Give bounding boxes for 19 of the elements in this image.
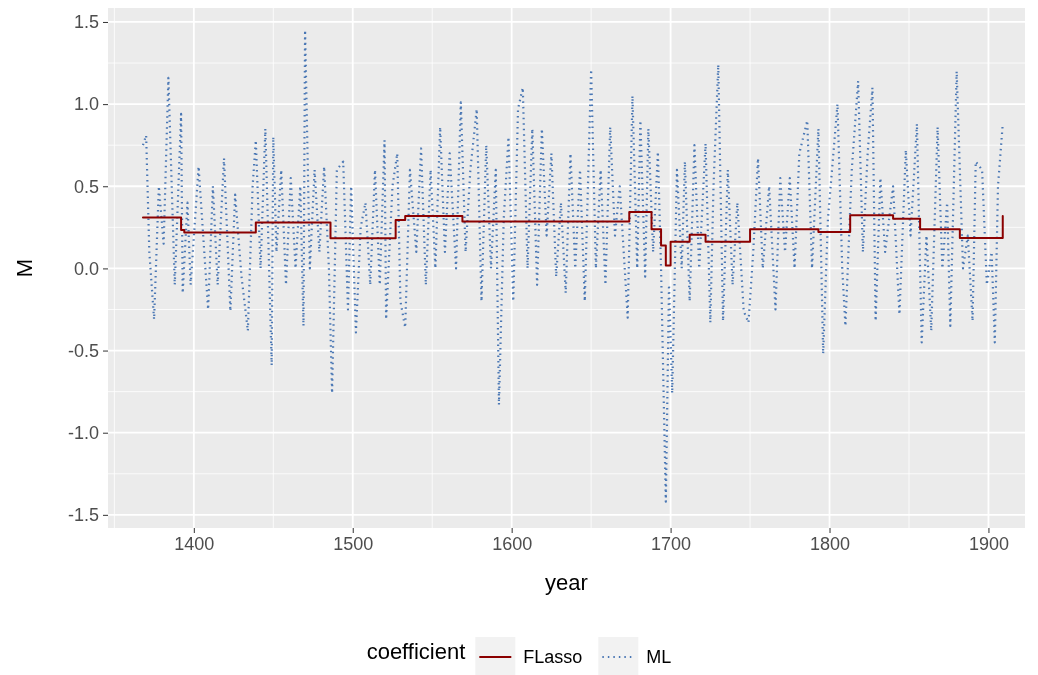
legend-title: coefficient [366,639,466,664]
x-tick-label: 1500 [333,533,374,554]
y-tick-label: 1.5 [73,12,99,33]
x-axis-title: year [545,570,588,595]
x-tick-label: 1600 [492,533,533,554]
y-tick-label: 1.0 [73,94,99,115]
y-tick-label: 0.5 [73,176,99,197]
line-series [141,29,1004,503]
x-tick-label: 1900 [968,533,1009,554]
x-tick-label: 1400 [174,533,215,554]
x-tick-label: 1700 [651,533,692,554]
y-axis-title: M [12,258,37,278]
x-tick-label: 1800 [810,533,851,554]
legend-label: ML [646,647,672,667]
legend-label: FLasso [523,647,583,667]
y-tick-label: -1.0 [67,422,99,443]
y-tick-label: 0.0 [73,258,99,279]
y-tick-label: -1.5 [67,505,99,526]
y-tick-label: -0.5 [67,340,99,361]
